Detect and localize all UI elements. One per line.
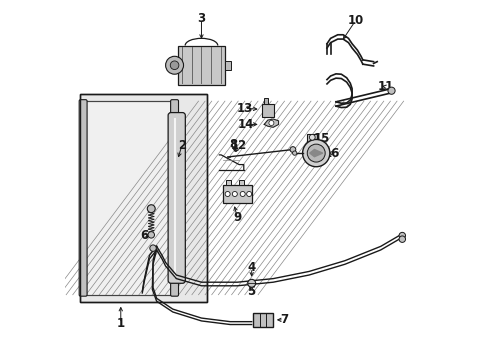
- Bar: [80, 94, 206, 302]
- Circle shape: [240, 192, 244, 197]
- Bar: [253, 314, 273, 327]
- Circle shape: [247, 279, 255, 287]
- Text: 6: 6: [140, 229, 148, 242]
- Text: 2: 2: [177, 139, 185, 152]
- Circle shape: [224, 192, 230, 197]
- Circle shape: [398, 232, 405, 239]
- Circle shape: [292, 151, 296, 155]
- Circle shape: [149, 245, 156, 251]
- Circle shape: [302, 139, 329, 167]
- Text: 1: 1: [117, 317, 124, 330]
- Bar: [86, 101, 176, 295]
- Circle shape: [246, 192, 251, 197]
- Bar: [223, 185, 252, 203]
- Bar: [86, 101, 176, 295]
- Circle shape: [289, 147, 295, 152]
- Bar: [239, 180, 244, 185]
- Bar: [80, 94, 206, 302]
- Text: 13: 13: [236, 102, 252, 115]
- Bar: [306, 134, 317, 143]
- Bar: [178, 45, 224, 85]
- Text: 15: 15: [313, 132, 329, 145]
- Text: 12: 12: [230, 139, 247, 152]
- Circle shape: [306, 144, 325, 162]
- Text: 3: 3: [197, 12, 205, 25]
- Circle shape: [387, 87, 394, 94]
- Circle shape: [170, 61, 179, 69]
- Text: 9: 9: [233, 211, 241, 224]
- Circle shape: [268, 121, 273, 126]
- Circle shape: [398, 236, 405, 242]
- Circle shape: [165, 56, 183, 74]
- Text: 7: 7: [279, 313, 287, 327]
- Circle shape: [264, 100, 267, 104]
- FancyBboxPatch shape: [168, 113, 185, 283]
- Text: 4: 4: [247, 261, 255, 274]
- Text: 5: 5: [247, 285, 255, 298]
- Polygon shape: [309, 149, 322, 157]
- Bar: [264, 98, 267, 104]
- FancyBboxPatch shape: [170, 100, 178, 296]
- Text: 14: 14: [238, 118, 254, 131]
- Text: 16: 16: [324, 147, 340, 159]
- Text: 10: 10: [347, 14, 363, 27]
- Circle shape: [309, 134, 314, 140]
- Circle shape: [232, 192, 237, 197]
- Circle shape: [147, 205, 155, 213]
- Polygon shape: [264, 119, 278, 127]
- Text: 8: 8: [229, 138, 237, 150]
- FancyBboxPatch shape: [79, 100, 87, 296]
- Bar: [224, 61, 231, 69]
- Bar: [262, 104, 273, 117]
- Bar: [225, 180, 231, 185]
- Text: 11: 11: [377, 80, 393, 93]
- Circle shape: [148, 231, 154, 238]
